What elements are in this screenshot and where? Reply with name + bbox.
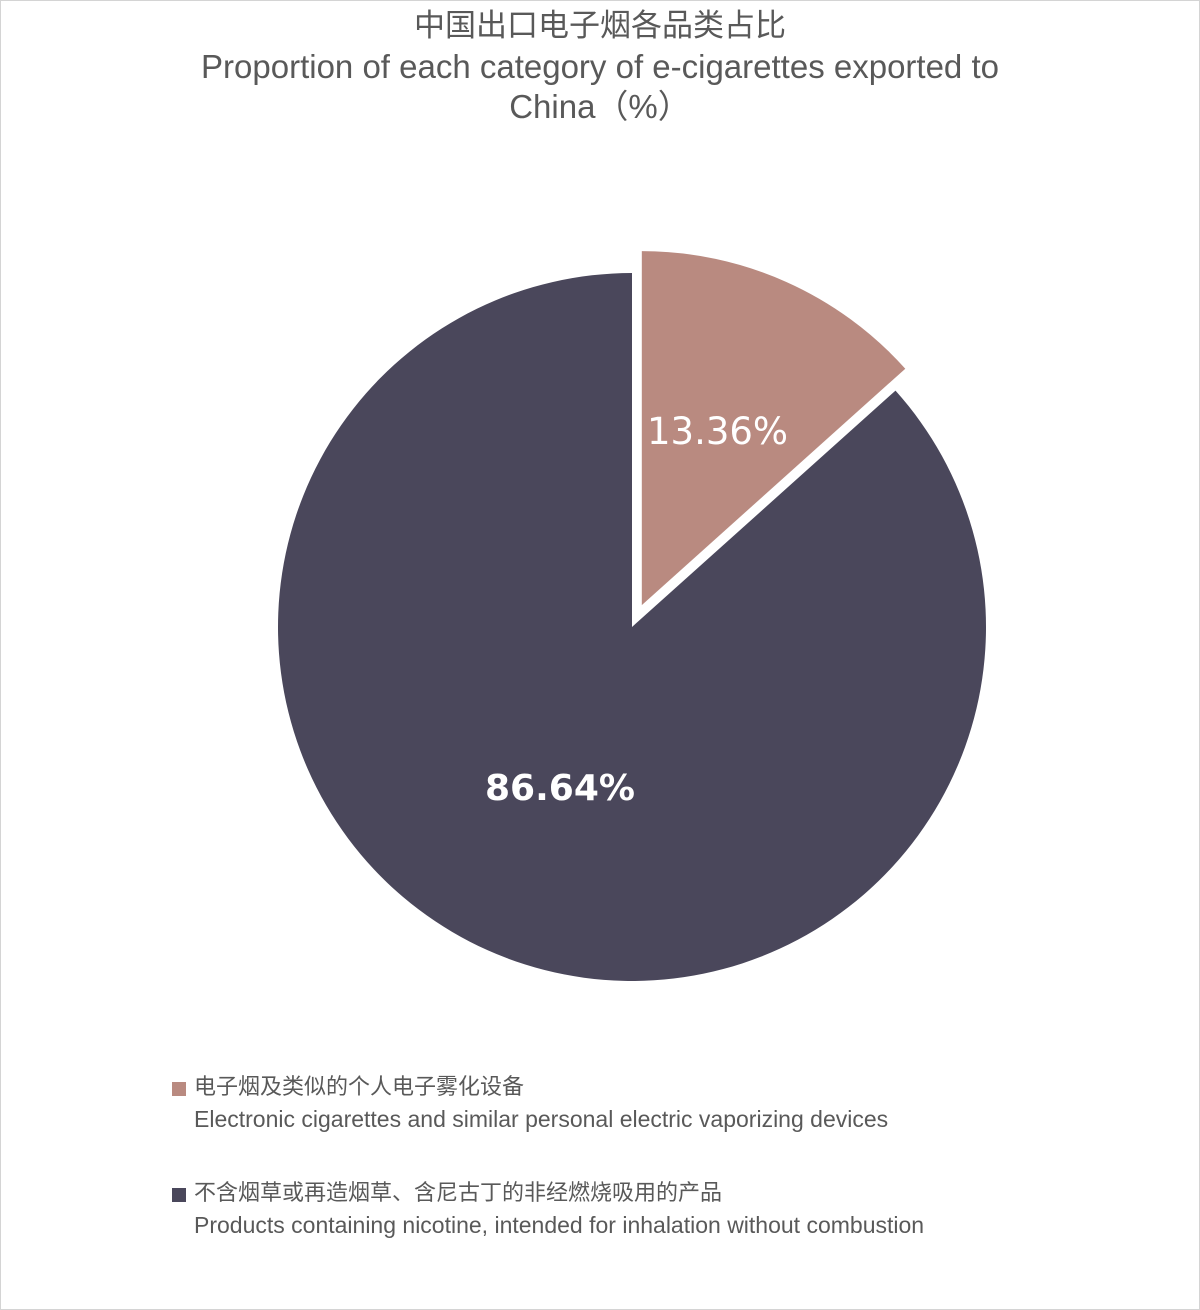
slice-label-e-cigarettes: 13.36%: [647, 410, 789, 453]
legend-item-nicotine-products[interactable]: 不含烟草或再造烟草、含尼古丁的非经燃烧吸用的产品 Products contai…: [170, 1178, 924, 1240]
legend-label-en: Products containing nicotine, intended f…: [194, 1212, 925, 1238]
chart-legend: 电子烟及类似的个人电子雾化设备 Electronic cigarettes an…: [170, 1072, 924, 1284]
legend-swatch-nicotine-products: [172, 1188, 186, 1202]
pie-slice-e-cigarettes[interactable]: [641, 251, 906, 606]
slice-label-nicotine-products: 86.64%: [485, 768, 635, 809]
legend-label-cn: 电子烟及类似的个人电子雾化设备: [194, 1075, 525, 1100]
chart-title-cn: 中国出口电子烟各品类占比: [414, 8, 786, 44]
legend-item-e-cigarettes[interactable]: 电子烟及类似的个人电子雾化设备 Electronic cigarettes an…: [170, 1072, 924, 1134]
chart-title: 中国出口电子烟各品类占比 Proportion of each category…: [0, 6, 1200, 126]
pie-chart: [278, 251, 987, 981]
chart-title-en-line2: China（%）: [509, 88, 691, 125]
chart-title-en-line1: Proportion of each category of e-cigaret…: [201, 48, 999, 85]
pie-slice-nicotine-products[interactable]: [278, 273, 987, 981]
legend-label-cn: 不含烟草或再造烟草、含尼古丁的非经燃烧吸用的产品: [194, 1181, 723, 1206]
legend-label-en: Electronic cigarettes and similar person…: [194, 1106, 889, 1132]
legend-swatch-e-cigarettes: [172, 1082, 186, 1096]
